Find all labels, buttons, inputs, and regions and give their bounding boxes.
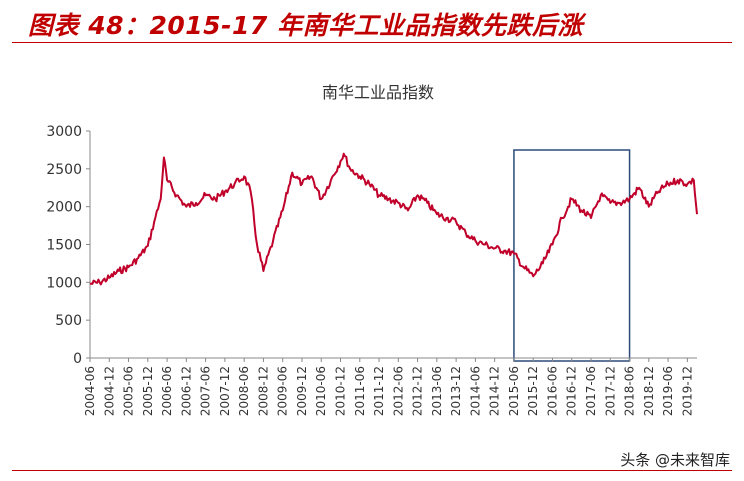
y-tick-label: 500: [55, 313, 82, 329]
y-tick-label: 3000: [46, 124, 82, 140]
x-tick-label: 2012-06: [391, 366, 405, 416]
x-tick-label: 2009-06: [276, 366, 290, 416]
x-tick-label: 2004-12: [102, 366, 116, 416]
highlight-box: [513, 149, 631, 362]
x-tick-label: 2008-06: [237, 366, 251, 416]
x-tick-label: 2014-12: [488, 366, 502, 416]
x-tick-label: 2006-12: [179, 366, 193, 416]
x-tick-label: 2007-12: [218, 366, 232, 416]
watermark: 头条 @未来智库: [620, 451, 730, 469]
series-layer: [89, 152, 698, 286]
x-tick-label: 2015-06: [507, 366, 521, 416]
x-tick-label: 2004-06: [83, 366, 97, 416]
x-tick-label: 2005-06: [122, 366, 136, 416]
x-tick-label: 2008-12: [256, 366, 270, 416]
bottom-rule: [12, 470, 732, 471]
x-tick-label: 2005-12: [141, 366, 155, 416]
figure-title: 图表 48：2015-17 年南华工业品指数先跌后涨: [28, 11, 583, 40]
x-tick-label: 2013-12: [449, 366, 463, 416]
y-tick-label: 2000: [46, 200, 82, 216]
y-tick-label: 1000: [46, 275, 82, 291]
x-tick-label: 2017-06: [584, 366, 598, 416]
y-tick-label: 2500: [46, 162, 82, 178]
x-tick-label: 2014-06: [468, 366, 482, 416]
x-tick-label: 2012-12: [411, 366, 425, 416]
x-tick-label: 2019-12: [680, 366, 694, 416]
y-tick-label: 0: [73, 351, 82, 367]
x-tick-label: 2016-12: [565, 366, 579, 416]
chart-title: 南华工业品指数: [322, 83, 434, 102]
x-axis: 2004-06 2004-12 2005-06 2005-12 2006-06 2006-…: [83, 357, 697, 416]
x-tick-label: 2009-12: [295, 366, 309, 416]
x-tick-label: 2018-06: [623, 366, 637, 416]
x-tick-label: 2006-06: [160, 366, 174, 416]
y-tick-label: 1500: [46, 238, 82, 254]
x-tick-label: 2011-12: [372, 366, 386, 416]
series-line-0: [89, 152, 698, 286]
x-tick-label: 2013-06: [430, 366, 444, 416]
x-tick-label: 2019-06: [661, 366, 675, 416]
y-axis: 0 500 1000 1500 2000 2500 3000: [46, 124, 91, 367]
x-tick-label: 2017-12: [603, 366, 617, 416]
x-tick-label: 2010-06: [314, 366, 328, 416]
highlight-rect: [513, 149, 631, 362]
x-tick-label: 2018-12: [642, 366, 656, 416]
x-tick-label: 2007-06: [199, 366, 213, 416]
x-tick-label: 2015-12: [526, 366, 540, 416]
x-tick-label: 2016-06: [545, 366, 559, 416]
x-tick-label: 2010-12: [334, 366, 348, 416]
title-rule: [12, 42, 732, 43]
x-tick-label: 2011-06: [353, 366, 367, 416]
